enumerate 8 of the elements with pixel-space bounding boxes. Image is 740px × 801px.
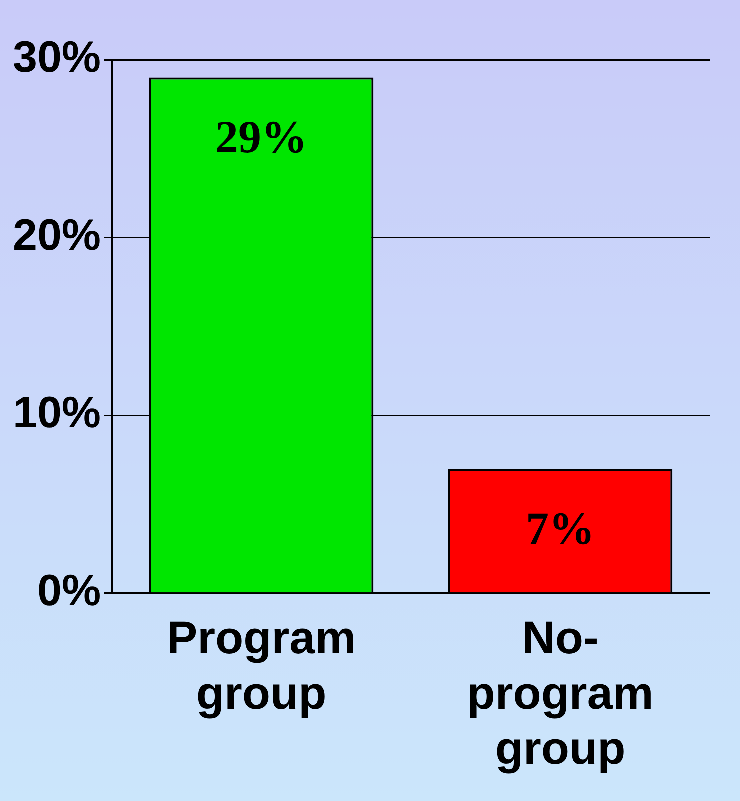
x-tick-label: Program group xyxy=(166,612,356,719)
y-tick-label: 0% xyxy=(37,566,102,616)
data-label: 7% xyxy=(526,502,596,554)
y-tick-label: 20% xyxy=(12,210,102,260)
data-label: 29% xyxy=(216,112,308,163)
y-tick-label: 30% xyxy=(12,33,102,82)
x-tick-label: No-program group xyxy=(467,612,654,774)
y-tick-label: 10% xyxy=(12,388,102,438)
